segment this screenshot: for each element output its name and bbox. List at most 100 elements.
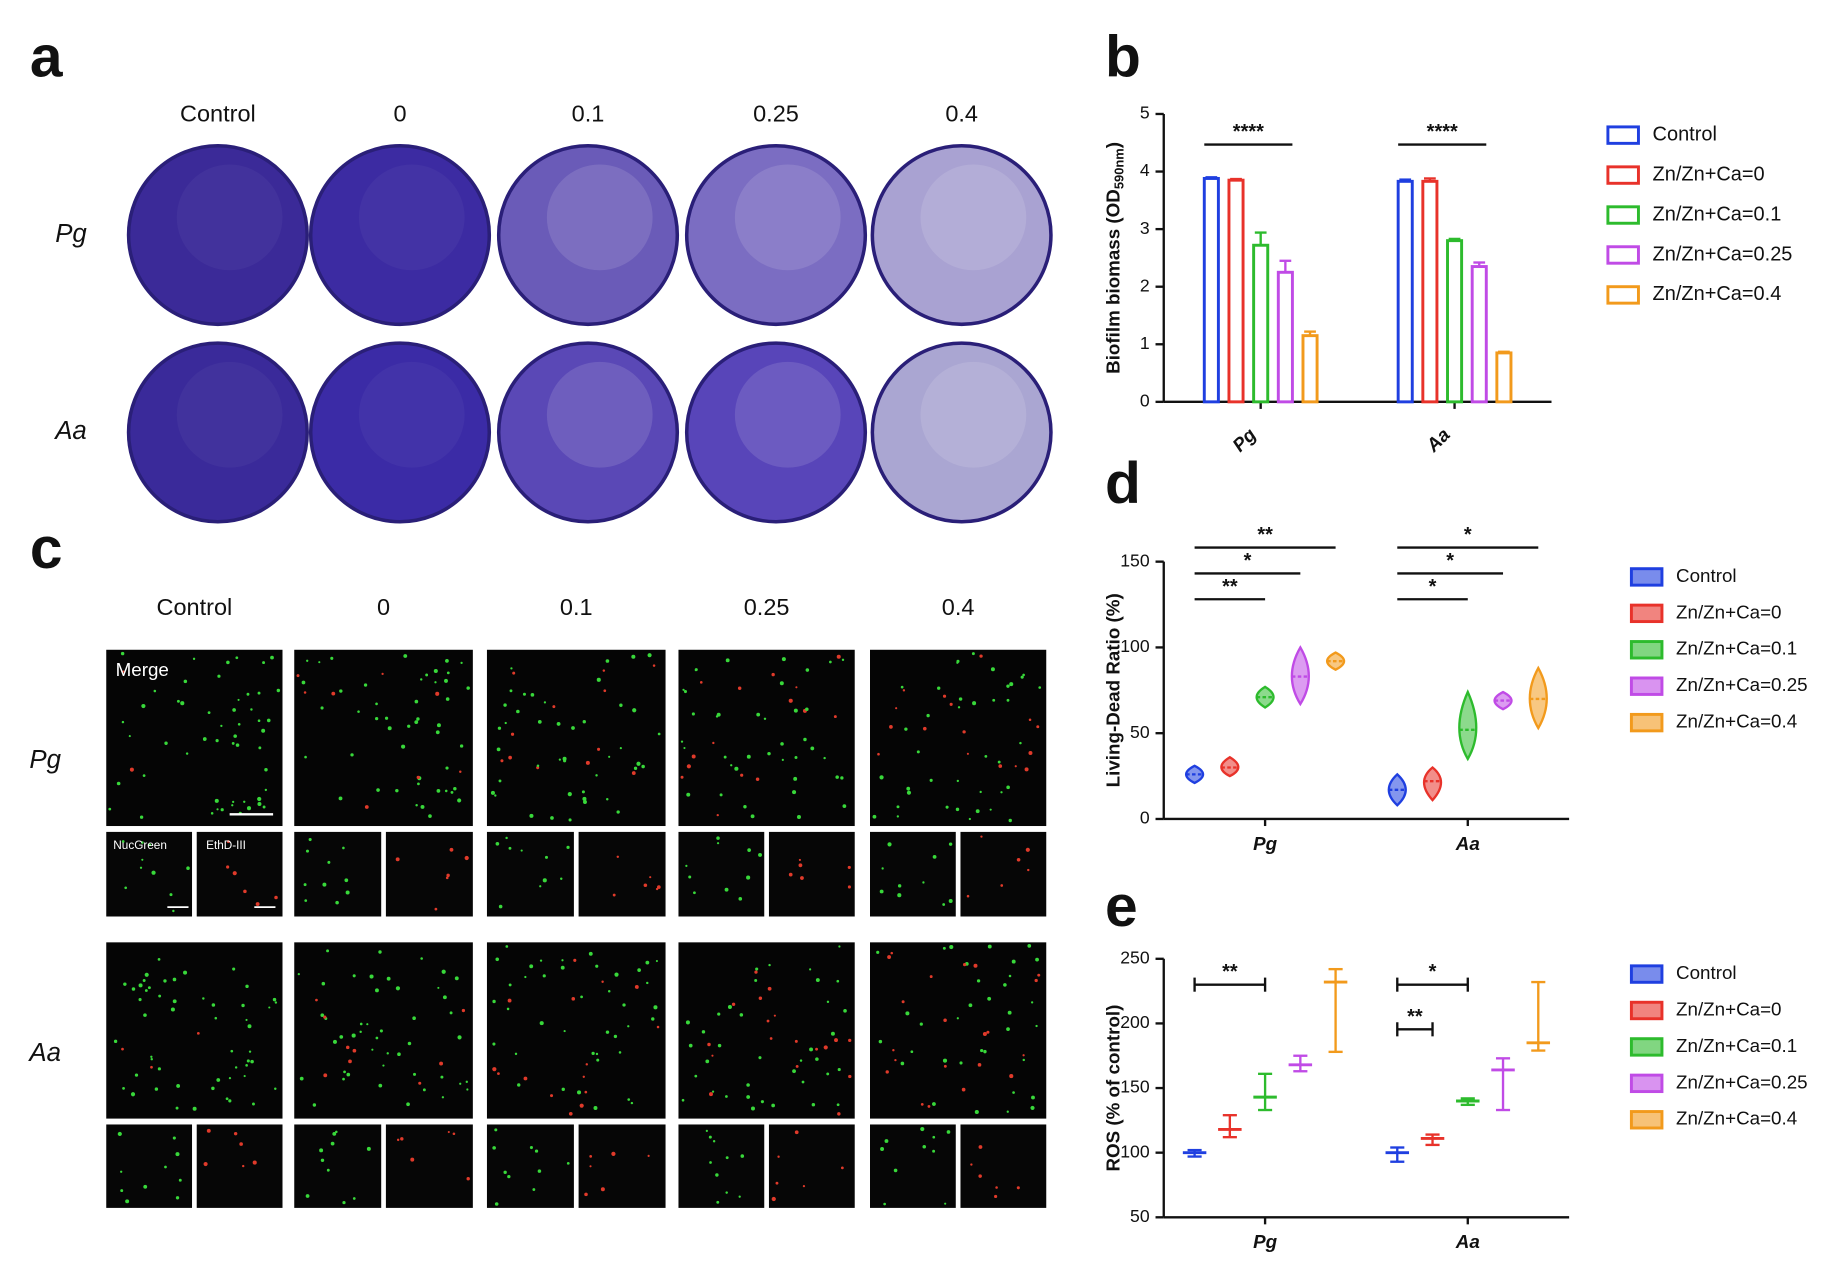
cell-dot xyxy=(619,747,622,750)
significance-label: * xyxy=(1429,961,1437,983)
cell-dot xyxy=(602,669,606,672)
cell-dot xyxy=(584,1090,588,1094)
cell-dot xyxy=(459,744,464,748)
cell-dot xyxy=(550,816,554,820)
bar xyxy=(1421,179,1439,404)
cell-dot xyxy=(727,1004,732,1009)
cell-dot xyxy=(688,1043,693,1048)
cell-dot xyxy=(257,719,261,722)
significance-label: ** xyxy=(1407,1006,1423,1028)
cell-dot xyxy=(185,752,189,755)
cell-dot xyxy=(147,986,151,990)
cell-dot xyxy=(680,775,684,779)
cell-dot xyxy=(457,1035,462,1040)
cell-dot xyxy=(144,989,148,992)
cell-dot xyxy=(378,1083,383,1088)
cell-dot xyxy=(836,979,840,983)
cell-dot xyxy=(250,708,253,711)
cell-dot xyxy=(763,717,767,721)
cell-dot xyxy=(428,814,432,818)
cell-dot xyxy=(113,1039,118,1044)
cell-dot xyxy=(566,1161,570,1165)
well-sheen xyxy=(734,164,841,271)
cell-dot xyxy=(823,1045,828,1050)
cell-dot xyxy=(497,1072,500,1075)
cell-dot xyxy=(566,845,570,849)
column-label: 0 xyxy=(377,594,390,620)
cell-dot xyxy=(274,895,278,900)
cell-dot xyxy=(989,808,992,811)
cell-dot xyxy=(805,707,809,712)
cell-dot xyxy=(539,1021,544,1026)
cell-dot xyxy=(516,709,520,714)
cell-dot xyxy=(892,1049,895,1052)
cell-dot xyxy=(500,759,504,763)
cell-dot xyxy=(243,800,246,803)
merge-image xyxy=(870,649,1047,827)
row-label: Pg xyxy=(55,220,87,248)
cell-dot xyxy=(760,1100,764,1104)
cell-dot xyxy=(312,1103,317,1107)
cell-dot xyxy=(494,1202,499,1206)
cell-dot xyxy=(743,805,747,809)
y-axis-label-subscript: 590nm xyxy=(1112,148,1127,189)
cell-dot xyxy=(461,1008,466,1013)
cell-dot xyxy=(1022,1054,1025,1057)
cell-dot xyxy=(879,889,884,894)
cell-dot xyxy=(847,885,851,889)
cell-dot xyxy=(879,775,884,780)
cell-dot xyxy=(1030,1105,1035,1111)
cell-dot xyxy=(346,1072,351,1077)
cell-dot xyxy=(359,1030,362,1034)
cell-dot xyxy=(1030,1001,1034,1004)
cell-dot xyxy=(276,688,281,693)
cell-dot xyxy=(998,764,1003,768)
cell-dot xyxy=(138,998,142,1002)
cell-dot xyxy=(1020,675,1024,679)
cell-dot xyxy=(445,697,450,701)
x-tick-label: Aa xyxy=(1455,833,1480,854)
significance-label: ** xyxy=(1222,961,1238,983)
cell-dot xyxy=(150,1055,153,1058)
well-sheen xyxy=(920,164,1027,271)
cell-dot xyxy=(435,730,440,735)
cell-dot xyxy=(1034,978,1038,983)
cell-dot xyxy=(457,798,462,803)
cell-dot xyxy=(369,974,374,979)
cell-dot xyxy=(680,740,684,743)
cell-dot xyxy=(537,720,542,724)
cell-dot xyxy=(343,1070,346,1074)
cell-dot xyxy=(376,788,380,792)
row-label: Aa xyxy=(53,417,87,445)
cell-dot xyxy=(932,854,937,859)
panel-letter: a xyxy=(30,25,64,90)
cell-dot xyxy=(250,1059,254,1064)
cell-dot xyxy=(529,813,534,818)
cell-dot xyxy=(755,967,759,971)
cell-dot xyxy=(530,693,535,697)
cell-dot xyxy=(320,1013,325,1018)
cell-dot xyxy=(618,1051,622,1054)
legend-swatch xyxy=(1629,640,1664,660)
column-label: Control xyxy=(180,100,256,126)
cell-dot xyxy=(507,998,512,1003)
merge-image xyxy=(486,942,666,1119)
cell-dot xyxy=(788,872,793,877)
cell-dot xyxy=(600,1187,605,1192)
cell-dot xyxy=(226,660,230,665)
cell-dot xyxy=(580,995,583,999)
cell-dot xyxy=(506,1007,510,1011)
cell-dot xyxy=(542,878,547,883)
cell-dot xyxy=(1016,858,1021,862)
cell-dot xyxy=(175,1106,179,1110)
well xyxy=(126,143,309,327)
cell-dot xyxy=(694,668,698,672)
cell-dot xyxy=(252,1102,255,1106)
cell-dot xyxy=(123,982,127,986)
cell-dot xyxy=(410,1157,415,1162)
bar xyxy=(1470,265,1488,404)
cell-dot xyxy=(719,793,723,797)
significance-label: **** xyxy=(1427,121,1458,143)
cell-dot xyxy=(246,806,252,811)
cell-dot xyxy=(747,848,751,852)
